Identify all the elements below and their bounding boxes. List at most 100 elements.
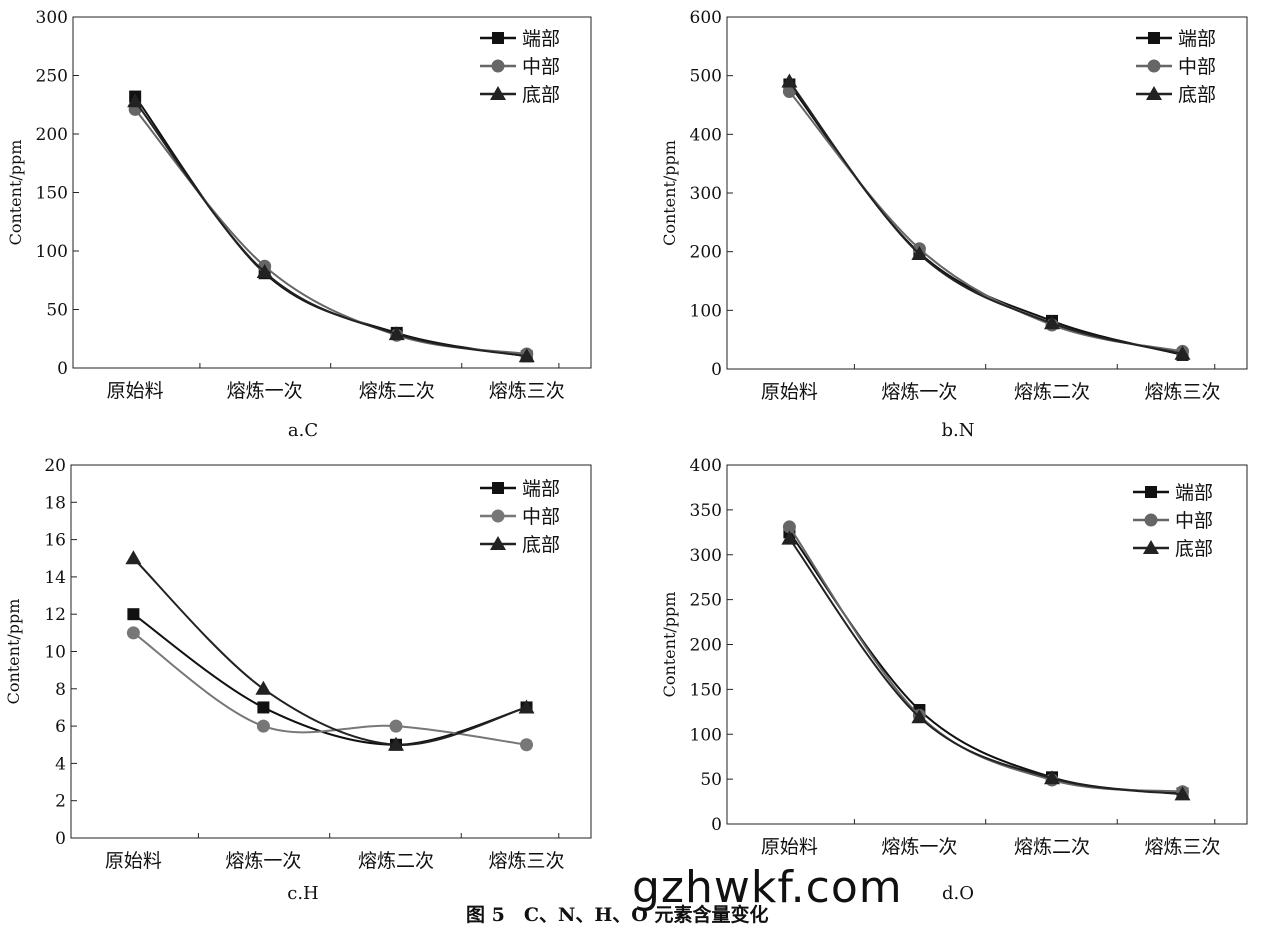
series-line — [788, 538, 1183, 796]
y-tick-label: 200 — [690, 636, 722, 656]
legend-marker — [491, 59, 505, 73]
x-tick-label: 熔炼三次 — [489, 850, 565, 872]
y-tick-label: 500 — [690, 67, 722, 87]
y-tick-label: 350 — [690, 501, 722, 521]
series-line — [788, 90, 1183, 353]
x-tick-label: 原始料 — [761, 836, 818, 858]
legend-marker — [1145, 486, 1157, 498]
x-tick-label: 熔炼二次 — [359, 380, 435, 402]
legend-label: 中部 — [522, 56, 560, 78]
legend-item: 底部 — [1136, 84, 1216, 106]
series-底部 — [127, 93, 535, 363]
series-line — [132, 632, 527, 746]
chart-panel-b.N: 0 100 200 300 400 500 600 原始料 熔炼一次 熔炼二次 熔炼三次 Conten… — [660, 8, 1248, 441]
legend-label: 中部 — [1178, 56, 1216, 78]
y-tick-label: 8 — [55, 680, 66, 700]
chart-panel-c.H: 0 2 4 6 8 10 12 14 16 18 20 原始料 熔炼一次 熔炼二次 熔炼三次 Content/… — [4, 456, 592, 904]
series-line — [788, 83, 1183, 356]
legend-label: 端部 — [1178, 28, 1216, 50]
series-line — [788, 531, 1183, 795]
data-point — [911, 709, 928, 724]
data-point — [127, 93, 144, 108]
series-底部 — [781, 530, 1191, 801]
data-point — [1174, 786, 1191, 801]
x-tick-label: 熔炼二次 — [1014, 381, 1090, 403]
data-point — [518, 348, 535, 363]
watermark-text: gzhwkf.com — [632, 862, 903, 913]
data-point — [389, 719, 403, 733]
y-axis-label: Content/ppm — [4, 599, 23, 705]
y-tick-label: 400 — [690, 456, 722, 476]
legend-label: 端部 — [522, 28, 560, 50]
x-tick-label: 熔炼二次 — [358, 850, 434, 872]
legend-item: 中部 — [480, 56, 560, 78]
legend-marker — [492, 32, 504, 44]
y-axis-label: Content/ppm — [660, 592, 679, 698]
panel-label: b.N — [942, 420, 975, 441]
legend-marker — [1148, 32, 1160, 44]
y-tick-label: 20 — [44, 456, 66, 476]
y-tick-label: 50 — [700, 770, 722, 790]
legend-label: 底部 — [1178, 84, 1216, 106]
x-tick-label: 熔炼二次 — [1014, 836, 1090, 858]
series-line — [788, 80, 1183, 355]
data-point — [126, 626, 140, 640]
y-tick-label: 200 — [690, 243, 722, 263]
legend-label: 底部 — [522, 84, 560, 106]
legend-item: 中部 — [480, 506, 560, 528]
legend-label: 底部 — [522, 534, 560, 556]
y-tick-label: 300 — [36, 8, 68, 28]
y-tick-label: 50 — [46, 301, 68, 321]
data-point — [782, 85, 796, 99]
legend-label: 端部 — [522, 478, 560, 500]
y-tick-label: 100 — [36, 242, 68, 262]
y-tick-label: 0 — [57, 359, 68, 379]
legend-label: 底部 — [1175, 538, 1213, 560]
legend-marker — [1147, 59, 1161, 73]
data-point — [1044, 315, 1060, 330]
chart-panel-a.C: 0 50 100 150 200 250 300 原始料 熔炼一次 熔炼二次 熔炼三次 Content… — [6, 8, 592, 441]
y-tick-label: 100 — [690, 301, 722, 321]
series-端部 — [783, 78, 1189, 361]
series-line — [134, 95, 527, 358]
y-tick-label: 100 — [690, 725, 722, 745]
data-point — [257, 701, 270, 714]
plot-frame — [70, 464, 592, 839]
series-端部 — [129, 90, 533, 363]
data-point — [1044, 770, 1060, 785]
legend-label: 中部 — [1175, 510, 1213, 532]
y-tick-label: 2 — [55, 792, 66, 812]
series-line — [788, 526, 1183, 793]
y-tick-label: 14 — [44, 568, 66, 588]
y-tick-label: 0 — [55, 829, 66, 849]
y-tick-label: 300 — [690, 546, 722, 566]
data-point — [781, 530, 798, 545]
data-point — [256, 719, 270, 733]
series-中部 — [126, 626, 534, 752]
plot-frame — [72, 16, 592, 369]
legend-item: 中部 — [1136, 56, 1216, 78]
data-point — [1174, 345, 1191, 360]
y-tick-label: 600 — [690, 8, 722, 28]
y-tick-label: 400 — [690, 125, 722, 145]
x-tick-label: 熔炼一次 — [881, 836, 957, 858]
legend-item: 端部 — [480, 28, 560, 50]
x-tick-label: 熔炼三次 — [489, 380, 565, 402]
legend-marker — [492, 482, 504, 494]
series-中部 — [782, 85, 1190, 358]
legend-marker — [490, 86, 506, 100]
legend-marker — [1146, 86, 1162, 100]
data-point — [518, 699, 535, 714]
y-tick-label: 6 — [55, 717, 66, 737]
y-tick-label: 300 — [690, 184, 722, 204]
data-point — [782, 520, 796, 534]
series-line — [132, 557, 527, 746]
series-底部 — [781, 73, 1191, 360]
data-point — [255, 680, 272, 695]
y-tick-label: 250 — [690, 591, 722, 611]
y-tick-label: 0 — [711, 360, 722, 380]
y-tick-label: 10 — [44, 643, 66, 663]
plot-frame — [726, 16, 1248, 370]
legend-marker — [490, 536, 506, 550]
